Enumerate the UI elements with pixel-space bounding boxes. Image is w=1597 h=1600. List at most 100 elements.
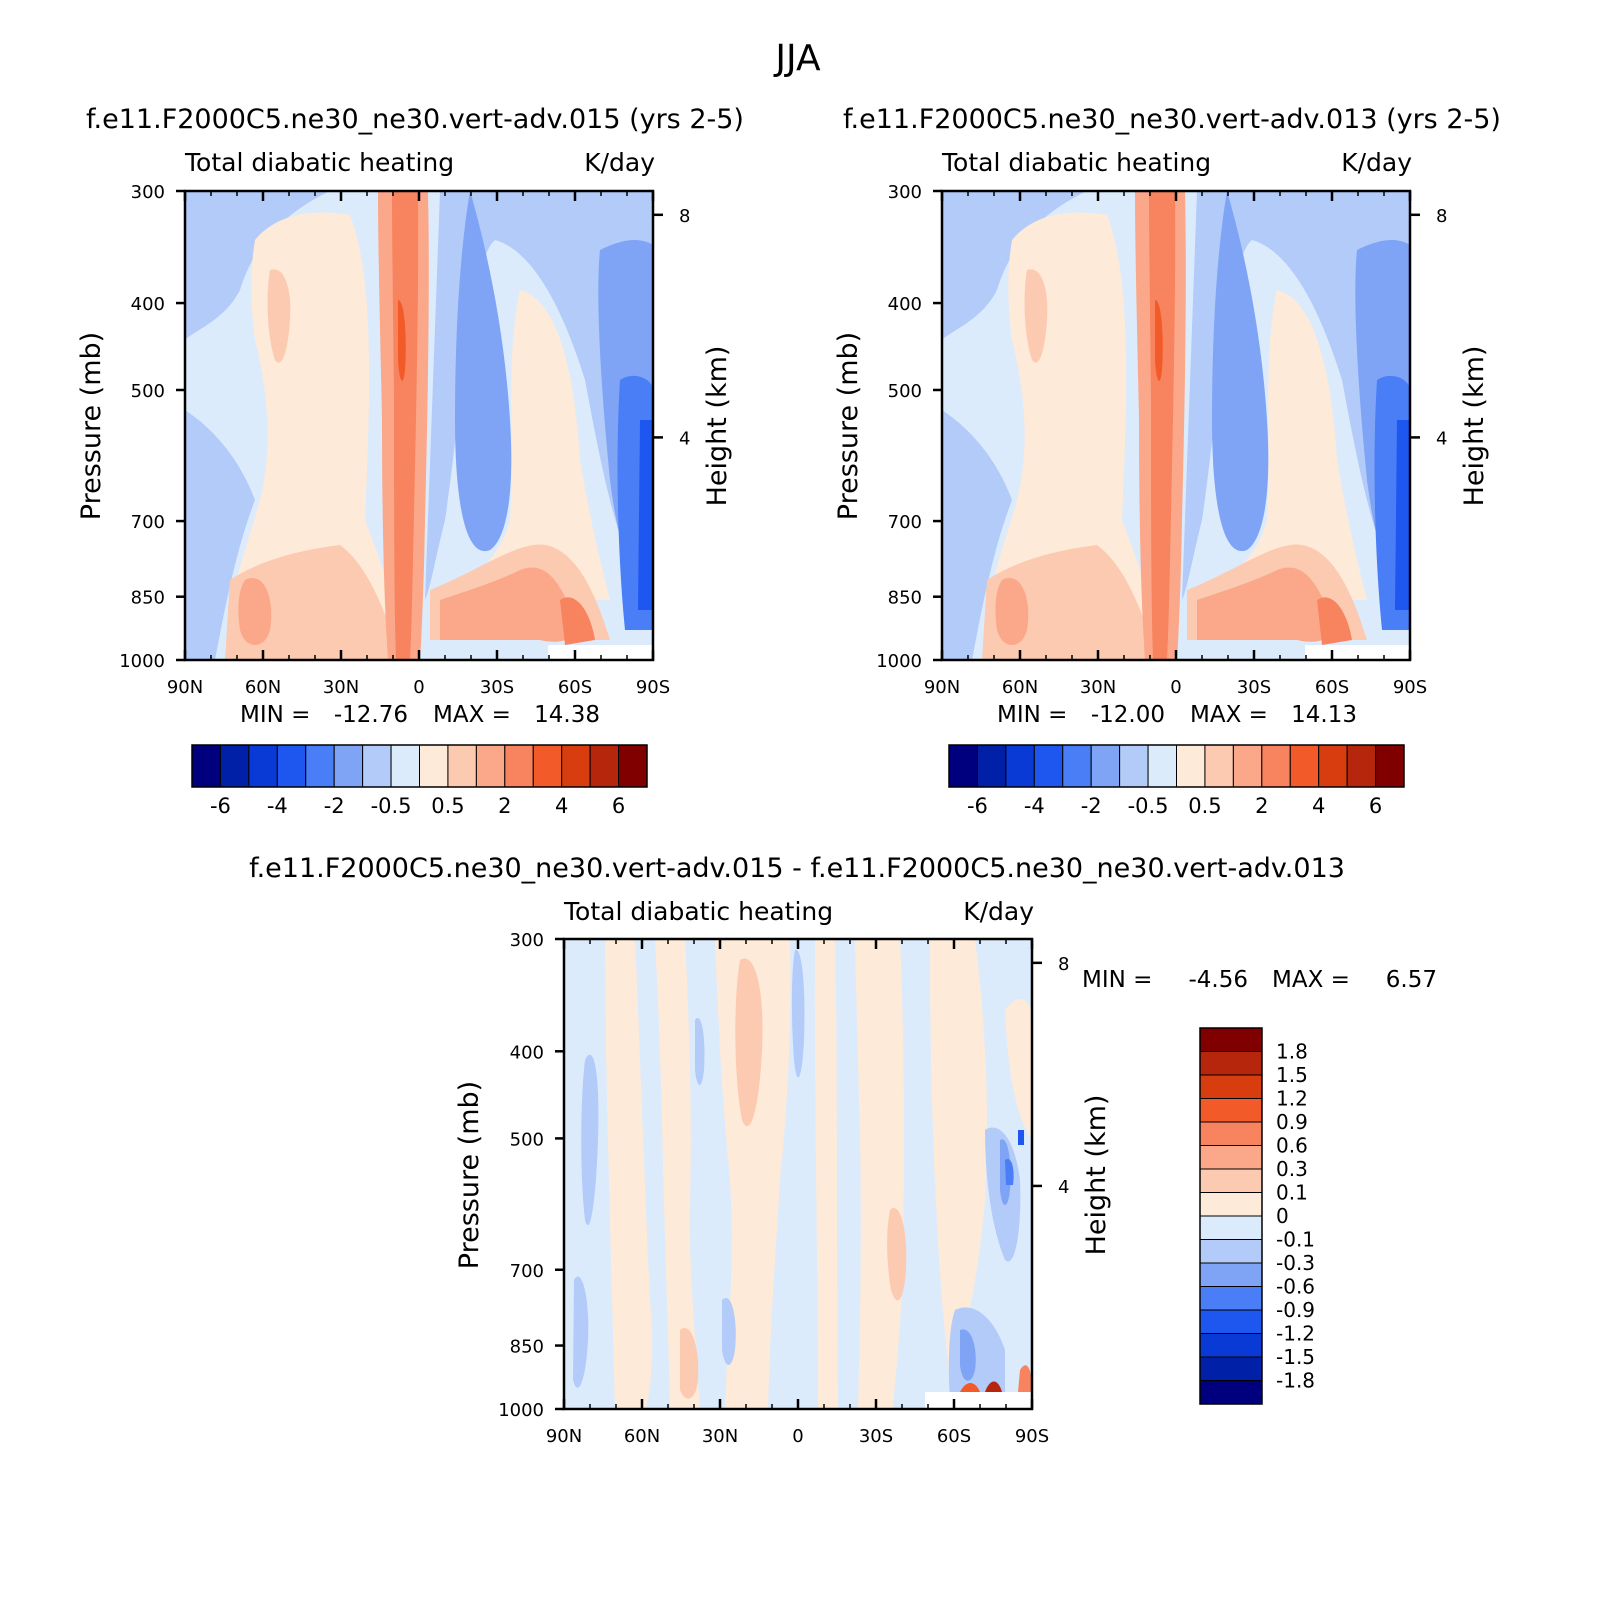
- colorbar-label: -4: [1024, 794, 1045, 818]
- colorbar-swatch: [1005, 744, 1035, 788]
- colorbar-swatch: [1199, 1239, 1263, 1264]
- colorbar-label: -4: [267, 794, 288, 818]
- colorbar-swatch: [1199, 1027, 1263, 1052]
- colorbar-swatch: [1199, 1309, 1263, 1334]
- colorbar-label: 0.5: [431, 794, 464, 818]
- colorbar-label: 1.5: [1276, 1063, 1308, 1087]
- contour-region: [680, 1328, 699, 1399]
- colorbar-label: -1.8: [1276, 1369, 1315, 1393]
- contour-region: [942, 191, 1087, 340]
- colorbar-frame: [1199, 1027, 1263, 1405]
- contour-region: [560, 597, 595, 645]
- y-tick-label: 500: [888, 381, 922, 402]
- contour-region: [440, 567, 576, 642]
- contour-region: [655, 939, 700, 1409]
- contour-region: [267, 269, 291, 363]
- contour-region: [425, 191, 653, 600]
- colorbar-label: -0.9: [1276, 1298, 1315, 1322]
- colorbar-label: -6: [210, 794, 231, 818]
- y2-tick-label: 4: [679, 428, 690, 449]
- panel-3-min-label: MIN =: [1082, 967, 1152, 993]
- x-tick-label: 0: [413, 677, 424, 698]
- contour-region: [985, 1381, 1002, 1392]
- colorbar-label: -2: [1081, 794, 1102, 818]
- y-tick-label: 700: [131, 512, 165, 533]
- panel-1: f.e11.F2000C5.ne30_ne30.vert-adv.015 (yr…: [76, 104, 744, 818]
- contour-region: [1024, 269, 1048, 363]
- colorbar-swatch: [447, 744, 477, 788]
- panel-1-max-label: MAX =: [433, 702, 511, 728]
- contour-region: [1317, 597, 1352, 645]
- contour-region: [1395, 420, 1410, 610]
- panel-3-left-string: Total diabatic heating: [563, 897, 833, 926]
- x-tick-label: 60N: [245, 677, 281, 698]
- colorbar-swatch: [948, 744, 978, 788]
- contour-region: [735, 958, 763, 1127]
- colorbar-swatch: [976, 744, 1007, 788]
- contour-region: [185, 410, 255, 660]
- colorbar-swatch: [1199, 1333, 1263, 1358]
- colorbar-label: 0.6: [1276, 1134, 1308, 1158]
- contour-region: [1197, 567, 1333, 642]
- contour-region: [581, 1054, 599, 1226]
- panel-1-title: f.e11.F2000C5.ne30_ne30.vert-adv.015 (yr…: [86, 104, 744, 135]
- panel-1-units: K/day: [584, 148, 655, 177]
- contour-region: [814, 939, 838, 1409]
- y-tick-label: 700: [510, 1261, 544, 1282]
- colorbar-swatch: [1199, 1356, 1263, 1381]
- y-tick-label: 1000: [876, 651, 922, 672]
- y-tick-label: 300: [888, 182, 922, 203]
- colorbar-label: -0.3: [1276, 1251, 1315, 1275]
- colorbar-swatch: [1199, 1051, 1263, 1076]
- x-tick-label: 90S: [1393, 677, 1427, 698]
- x-tick-label: 60N: [624, 1426, 660, 1447]
- y-tick-label: 400: [131, 294, 165, 315]
- panel-2-ylabel: Pressure (mb): [833, 332, 864, 520]
- contour-region: [1000, 1139, 1011, 1205]
- panel-3-title: f.e11.F2000C5.ne30_ne30.vert-adv.015 - f…: [249, 853, 1345, 884]
- colorbar-label: 0.9: [1276, 1110, 1308, 1134]
- panel-3-contour-field: [564, 939, 1032, 1409]
- contour-region: [455, 191, 512, 552]
- panel-1-contour-field: [185, 191, 653, 660]
- colorbar-swatch: [219, 744, 250, 788]
- colorbar-frame: [948, 744, 1405, 788]
- colorbar-swatch: [1318, 744, 1348, 788]
- contour-region: [1155, 300, 1163, 381]
- x-tick-label: 60S: [1315, 677, 1349, 698]
- panel-3: f.e11.F2000C5.ne30_ne30.vert-adv.015 - f…: [249, 853, 1437, 1447]
- colorbar-swatch: [1033, 744, 1064, 788]
- x-tick-label: 60S: [558, 677, 592, 698]
- colorbar-swatch: [362, 744, 392, 788]
- panel-2-max-label: MAX =: [1190, 702, 1268, 728]
- colorbar-swatch: [561, 744, 591, 788]
- colorbar-label: -0.1: [1276, 1228, 1315, 1252]
- colorbar-swatch: [1199, 1286, 1263, 1311]
- colorbar-label: 0.5: [1188, 794, 1221, 818]
- x-tick-label: 90N: [546, 1426, 582, 1447]
- panel-1-min-value: -12.76: [334, 702, 408, 728]
- y-tick-label: 400: [510, 1042, 544, 1063]
- panel-3-min-value: -4.56: [1188, 967, 1248, 993]
- colorbar-label: 4: [1312, 794, 1325, 818]
- colorbar-swatch: [1147, 744, 1177, 788]
- contour-region: [695, 1018, 705, 1085]
- panel-2: f.e11.F2000C5.ne30_ne30.vert-adv.013 (yr…: [833, 104, 1501, 818]
- panel-2-colorbar: -6 -4 -2 -0.5 0.5 2 4 6: [948, 744, 1405, 818]
- x-tick-label: 30N: [1080, 677, 1116, 698]
- colorbar-swatch: [532, 744, 563, 788]
- figure-title: JJA: [773, 38, 821, 79]
- colorbar-swatch: [1090, 744, 1121, 788]
- colorbar-swatch: [1176, 744, 1206, 788]
- colorbar-label: 1.2: [1276, 1087, 1308, 1111]
- colorbar-swatch: [1346, 744, 1377, 788]
- colorbar-swatch: [419, 744, 449, 788]
- panel-1-colorbar: -6 -4 -2 -0.5 0.5 2 4 6: [191, 744, 648, 818]
- colorbar-swatch: [504, 744, 534, 788]
- contour-region: [1018, 1365, 1032, 1392]
- colorbar-label: -1.5: [1276, 1345, 1315, 1369]
- y-tick-label: 1000: [119, 651, 165, 672]
- contour-region: [1005, 1159, 1014, 1185]
- contour-region: [887, 1208, 907, 1301]
- x-tick-label: 0: [792, 1426, 803, 1447]
